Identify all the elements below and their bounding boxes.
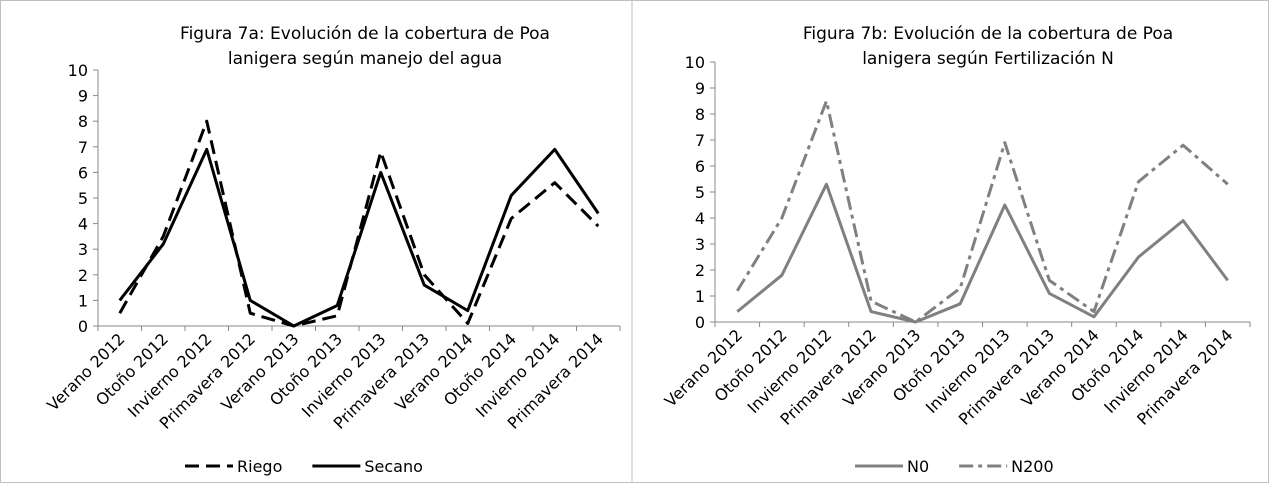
y-tick-label: 9 [78,87,88,106]
series-line [736,99,1229,324]
series-line [736,182,1229,324]
y-tick-label: 4 [695,209,705,228]
y-tick-label: 3 [78,240,88,259]
y-tick-label: 2 [78,266,88,285]
y-tick-label: 7 [695,131,705,150]
y-tick-label: 4 [78,215,88,234]
y-tick-label: 0 [695,313,705,332]
y-tick-label: 7 [78,138,88,157]
y-tick-label: 5 [78,189,88,208]
legend-label: N0 [907,457,929,476]
y-tick-label: 9 [695,79,705,98]
y-tick-label: 8 [78,112,88,131]
y-tick-label: 2 [695,261,705,280]
series-line [118,147,600,328]
chart-title: Figura 7a: Evolución de la cobertura de … [180,24,550,69]
legend-label: N200 [1011,457,1054,476]
chart-title: Figura 7b: Evolución de la cobertura de … [802,24,1174,69]
legend-label: Secano [364,457,423,476]
y-tick-label: 8 [695,105,705,124]
series-line [118,119,600,328]
y-tick-label: 3 [695,235,705,254]
y-tick-label: 5 [695,183,705,202]
y-tick-label: 10 [68,61,88,80]
y-tick-label: 6 [695,157,705,176]
y-tick-label: 0 [78,317,88,336]
legend-label: Riego [237,457,282,476]
y-tick-label: 1 [695,287,705,306]
y-tick-label: 10 [685,53,705,72]
y-tick-label: 6 [78,163,88,182]
y-tick-label: 1 [78,291,88,310]
